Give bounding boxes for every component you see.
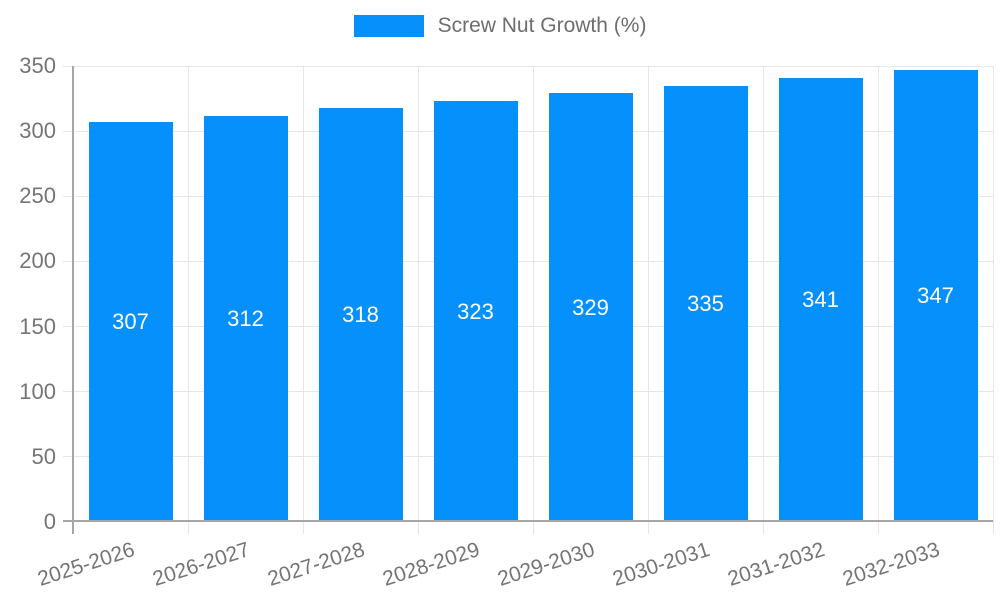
bar[interactable] [433, 101, 518, 522]
bar-value-label: 323 [457, 298, 494, 324]
y-gridline [63, 65, 993, 67]
x-axis-line [63, 520, 993, 522]
y-gridline [63, 195, 993, 197]
bar-value-label: 347 [917, 282, 954, 308]
y-axis-tick-label: 300 [19, 118, 56, 144]
y-axis-tick-label: 100 [19, 378, 56, 404]
bar-value-label: 341 [802, 286, 839, 312]
bar-value-label: 335 [687, 290, 724, 316]
x-axis-tick-label: 2032-2033 [839, 538, 943, 591]
x-gridline [302, 66, 304, 534]
x-axis-tick-label: 2031-2032 [724, 538, 828, 591]
bar-value-label: 318 [342, 301, 379, 327]
y-gridline [63, 326, 993, 328]
x-gridline [187, 66, 189, 534]
x-axis-tick-label: 2029-2030 [494, 538, 598, 591]
legend-item[interactable]: Screw Nut Growth (%) [353, 14, 647, 38]
bar[interactable] [203, 115, 288, 522]
chart-legend: Screw Nut Growth (%) [0, 14, 1000, 38]
y-gridline [63, 130, 993, 132]
x-axis-tick-label: 2028-2029 [379, 538, 483, 591]
bar[interactable] [318, 107, 403, 522]
x-axis-tick-label: 2030-2031 [609, 538, 713, 591]
x-gridline [877, 66, 879, 534]
legend-color-swatch [353, 15, 424, 37]
y-axis-tick-label: 250 [19, 183, 56, 209]
bar[interactable] [663, 85, 748, 522]
x-gridline [417, 66, 419, 534]
x-gridline [647, 66, 649, 534]
bar-value-label: 307 [112, 309, 149, 334]
y-axis-tick-label: 50 [31, 443, 56, 469]
x-axis-tick-label: 2025-2026 [34, 538, 138, 591]
x-gridline [992, 66, 994, 534]
x-gridline [532, 66, 534, 534]
x-gridline [762, 66, 764, 534]
bar[interactable] [778, 77, 863, 522]
y-axis-line [72, 66, 74, 534]
y-gridline [63, 456, 993, 458]
y-axis-tick-label: 150 [19, 313, 56, 339]
bar[interactable] [893, 69, 978, 522]
bar-value-label: 312 [227, 305, 264, 331]
y-axis-tick-label: 200 [19, 248, 56, 274]
y-axis-tick-label: 0 [43, 509, 56, 534]
plot-area [63, 65, 994, 534]
bar-value-label: 329 [572, 294, 609, 320]
y-axis-tick-label: 350 [19, 53, 56, 78]
x-axis-tick-label: 2027-2028 [264, 538, 368, 591]
legend-series-label: Screw Nut Growth (%) [437, 14, 647, 37]
y-gridline [63, 391, 993, 393]
y-gridline [63, 260, 993, 262]
bar[interactable] [548, 93, 633, 522]
bar[interactable] [88, 122, 173, 522]
x-axis-tick-label: 2026-2027 [149, 538, 253, 591]
